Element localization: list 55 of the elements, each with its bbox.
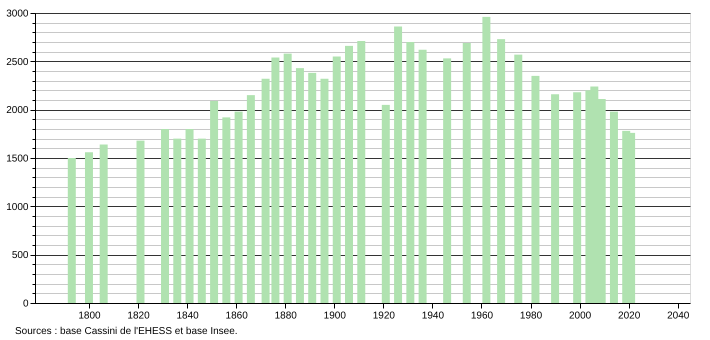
y-tick-label: 3000	[6, 8, 29, 20]
bar	[418, 50, 427, 303]
y-tick-label: 2500	[6, 56, 29, 68]
y-tick-label: 2000	[6, 105, 29, 116]
bar	[345, 46, 354, 303]
bar	[234, 112, 243, 303]
x-tick-label: 2000	[568, 310, 592, 322]
x-tick-label: 1840	[176, 310, 200, 322]
y-tick-label: 0	[22, 298, 29, 310]
bar	[497, 39, 506, 303]
bar	[551, 94, 560, 303]
bar	[320, 78, 328, 303]
x-tick-label: 1920	[372, 310, 396, 322]
x-tick-label: 2040	[667, 310, 690, 322]
bar	[84, 152, 93, 303]
x-tick-label: 1880	[274, 310, 298, 322]
bar	[357, 41, 366, 303]
bar	[443, 58, 452, 303]
bar	[271, 57, 280, 303]
x-tick-label: 1960	[470, 310, 494, 322]
bar	[100, 144, 108, 303]
x-tick-label: 1820	[127, 310, 150, 322]
x-tick-label: 1860	[226, 310, 248, 322]
bar	[68, 158, 76, 303]
bar	[514, 54, 522, 303]
bar	[308, 72, 316, 303]
source-note: Sources : base Cassini de l'EHESS et base Insee.	[15, 326, 238, 337]
bar	[610, 112, 618, 303]
x-tick-label: 1900	[324, 310, 346, 322]
bar	[246, 95, 255, 303]
bar	[531, 76, 540, 303]
bar	[573, 92, 582, 303]
y-tick-label: 500	[12, 250, 29, 262]
bar	[262, 78, 270, 303]
bar	[482, 16, 490, 303]
bar	[382, 104, 390, 303]
bar	[173, 138, 182, 303]
x-tick-label: 1980	[520, 310, 543, 322]
bar	[198, 138, 206, 303]
x-tick-label: 2020	[618, 310, 641, 322]
bar	[332, 56, 341, 303]
bar	[394, 26, 402, 303]
x-tick-label: 1800	[78, 310, 102, 322]
bar	[406, 42, 414, 303]
bar	[462, 42, 471, 303]
bar	[222, 117, 230, 303]
bar	[186, 129, 194, 303]
y-tick-label: 1000	[6, 202, 29, 213]
x-tick-label: 1940	[422, 310, 444, 322]
bar	[296, 68, 304, 303]
y-tick-label: 1500	[6, 154, 29, 164]
bar	[161, 129, 170, 303]
bar	[284, 54, 292, 303]
bar	[210, 100, 218, 303]
bar	[136, 140, 144, 303]
